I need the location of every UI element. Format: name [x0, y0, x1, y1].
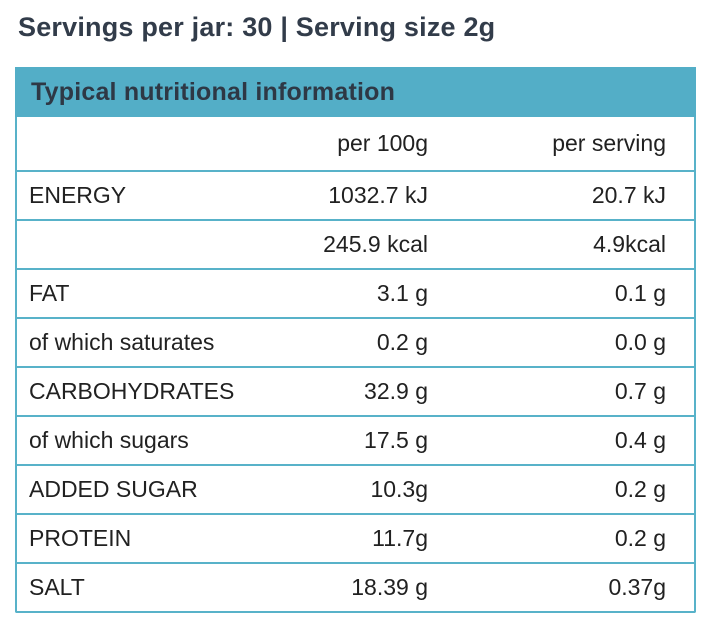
- column-header-row: per 100g per serving: [17, 117, 694, 172]
- table-body: per 100g per serving ENERGY 1032.7 kJ 20…: [15, 117, 696, 613]
- row-label: FAT: [29, 280, 70, 306]
- row-per-serving: 20.7 kJ: [591, 182, 666, 208]
- table-row-salt: SALT 18.39 g 0.37g: [17, 564, 694, 611]
- row-per-100g: 32.9 g: [364, 378, 428, 404]
- nutrition-table: Typical nutritional information per 100g…: [15, 67, 696, 613]
- table-row-saturates: of which saturates 0.2 g 0.0 g: [17, 319, 694, 368]
- table-row-sugars: of which sugars 17.5 g 0.4 g: [17, 417, 694, 466]
- row-per-100g: 11.7g: [372, 525, 428, 551]
- table-title: Typical nutritional information: [31, 77, 396, 106]
- row-per-serving: 0.7 g: [614, 378, 666, 404]
- column-header-per-100g: per 100g: [337, 130, 428, 156]
- row-label: SALT: [29, 574, 85, 600]
- row-per-serving: 4.9kcal: [593, 231, 666, 257]
- row-per-100g: 18.39 g: [351, 574, 428, 600]
- row-per-serving: 0.1 g: [614, 280, 666, 306]
- table-row-energy: ENERGY 1032.7 kJ 20.7 kJ: [17, 172, 694, 221]
- table-row-energy-kcal: 245.9 kcal 4.9kcal: [17, 221, 694, 270]
- row-per-100g: 17.5 g: [364, 427, 428, 453]
- page-title: Servings per jar: 30 | Serving size 2g: [18, 12, 496, 42]
- row-per-serving: 0.2 g: [614, 525, 666, 551]
- row-per-100g: 0.2 g: [376, 329, 428, 355]
- row-per-100g: 1032.7 kJ: [328, 182, 428, 208]
- row-per-serving: 0.0 g: [614, 329, 666, 355]
- row-label: ADDED SUGAR: [29, 476, 198, 502]
- row-label: ENERGY: [29, 182, 127, 208]
- row-per-serving: 0.4 g: [614, 427, 666, 453]
- row-per-100g: 245.9 kcal: [323, 231, 428, 257]
- row-label: of which saturates: [29, 329, 215, 355]
- table-row-fat: FAT 3.1 g 0.1 g: [17, 270, 694, 319]
- table-row-protein: PROTEIN 11.7g 0.2 g: [17, 515, 694, 564]
- table-row-added-sugar: ADDED SUGAR 10.3g 0.2 g: [17, 466, 694, 515]
- table-title-bar: Typical nutritional information: [15, 67, 696, 117]
- row-per-100g: 10.3g: [370, 476, 428, 502]
- row-per-100g: 3.1 g: [376, 280, 428, 306]
- row-per-serving: 0.37g: [608, 574, 666, 600]
- table-row-carbohydrates: CARBOHYDRATES 32.9 g 0.7 g: [17, 368, 694, 417]
- column-header-per-serving: per serving: [552, 130, 666, 156]
- row-label: of which sugars: [29, 427, 189, 453]
- row-label: CARBOHYDRATES: [29, 378, 235, 404]
- row-label: PROTEIN: [29, 525, 132, 551]
- row-per-serving: 0.2 g: [614, 476, 666, 502]
